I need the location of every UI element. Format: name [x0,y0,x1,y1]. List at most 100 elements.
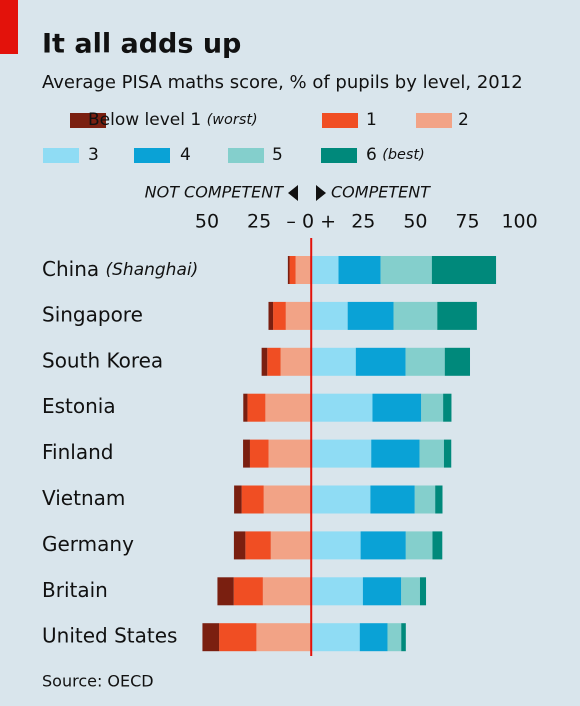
bar-segment [380,256,432,284]
red-tab [0,0,18,54]
bar-segment [268,301,274,330]
bar-segment [262,577,312,606]
x-tick-label: 100 [501,211,537,233]
bar-segment [243,439,250,468]
legend-swatch [416,113,452,128]
x-tick-label: 50 [195,211,219,233]
bar-segment [372,393,422,422]
bar-segment [233,531,246,560]
category-label: Germany [42,532,134,556]
bar-segment [233,577,263,606]
legend-label: 2 [458,110,469,130]
bar-segment [295,256,312,284]
bar-segment [370,485,415,514]
bar-segment [245,531,271,560]
bar-segment [273,301,286,330]
bar-segment [263,485,312,514]
bar-segment [387,623,402,652]
bar-segment [268,439,312,468]
bar-segment [249,439,269,468]
legend-label: Below level 1 (worst) [88,110,258,130]
bar-segment [270,531,312,560]
direction-arrows [288,185,326,201]
legend-label: 3 [88,145,99,165]
annotation-left: NOT COMPETENT [145,183,285,202]
bar-segment [347,301,394,330]
category-label: China (Shanghai) [42,257,198,281]
annotation-right: COMPETENT [331,183,431,202]
category-label: Singapore [42,302,143,326]
bar-segment [311,531,361,560]
bar-segment [359,623,388,652]
bar-segment [311,577,363,606]
chart-title: It all adds up [42,29,241,60]
legend-label: 4 [180,145,191,165]
bar-segment [311,485,371,514]
bar-segment [393,301,438,330]
bar-segment [419,577,427,606]
bar-segment [432,531,443,560]
x-tick-label: – 0 + [286,211,336,233]
legend-swatch [43,148,79,163]
bar-segment [243,393,248,422]
legend-swatch [134,148,170,163]
bar-segment [435,485,443,514]
category-label: Finland [42,440,113,464]
category-label: Estonia [42,394,116,418]
bar-segment [311,393,373,422]
x-tick-label: 75 [455,211,479,233]
bar-segment [219,623,257,652]
bar-segment [443,439,452,468]
legend-swatch [322,113,358,128]
bar-segment [360,531,406,560]
bar-segment [261,347,268,376]
bar-segment [437,301,477,330]
source: Source: OECD [42,672,154,691]
legend-label: 1 [366,110,377,130]
bar-segment [241,485,264,514]
legend-swatch [321,148,357,163]
category-label: South Korea [42,348,163,372]
bar-segment [405,347,445,376]
x-tick-label: 25 [247,211,271,233]
bar-segment [289,256,296,284]
bar-segment [414,485,436,514]
x-tick-label: 50 [403,211,427,233]
bar-segment [362,577,402,606]
bar-segment [202,623,220,652]
bar-segment [234,485,242,514]
category-label: Vietnam [42,486,125,510]
bar-segment [311,347,356,376]
bar-segment [311,301,348,330]
bar-segment [311,623,360,652]
bar-segment [401,623,406,652]
bar-segment [285,301,312,330]
bar-segment [267,347,281,376]
bar-segment [280,347,312,376]
chart-subtitle: Average PISA maths score, % of pupils by… [42,72,523,93]
legend-label: 6 (best) [366,145,425,165]
bar-segment [419,439,444,468]
bar-segment [355,347,406,376]
bar-segment [338,256,381,284]
bar-segment [247,393,266,422]
bar-segment [371,439,420,468]
bar-segment [311,256,339,284]
bar-segment [431,256,497,284]
legend-swatch [228,148,264,163]
bar-segment [256,623,312,652]
bar-segment [311,439,372,468]
legend-label: 5 [272,145,283,165]
bar-segment [421,393,444,422]
category-label: United States [42,624,177,648]
bar-segment [287,256,290,284]
bar-segment [443,393,452,422]
bar-segment [265,393,312,422]
bar-segment [401,577,420,606]
legend-swatch [70,113,106,128]
bar-segment [217,577,234,606]
x-tick-label: 25 [351,211,375,233]
category-label: Britain [42,578,108,602]
bar-segment [444,347,471,376]
